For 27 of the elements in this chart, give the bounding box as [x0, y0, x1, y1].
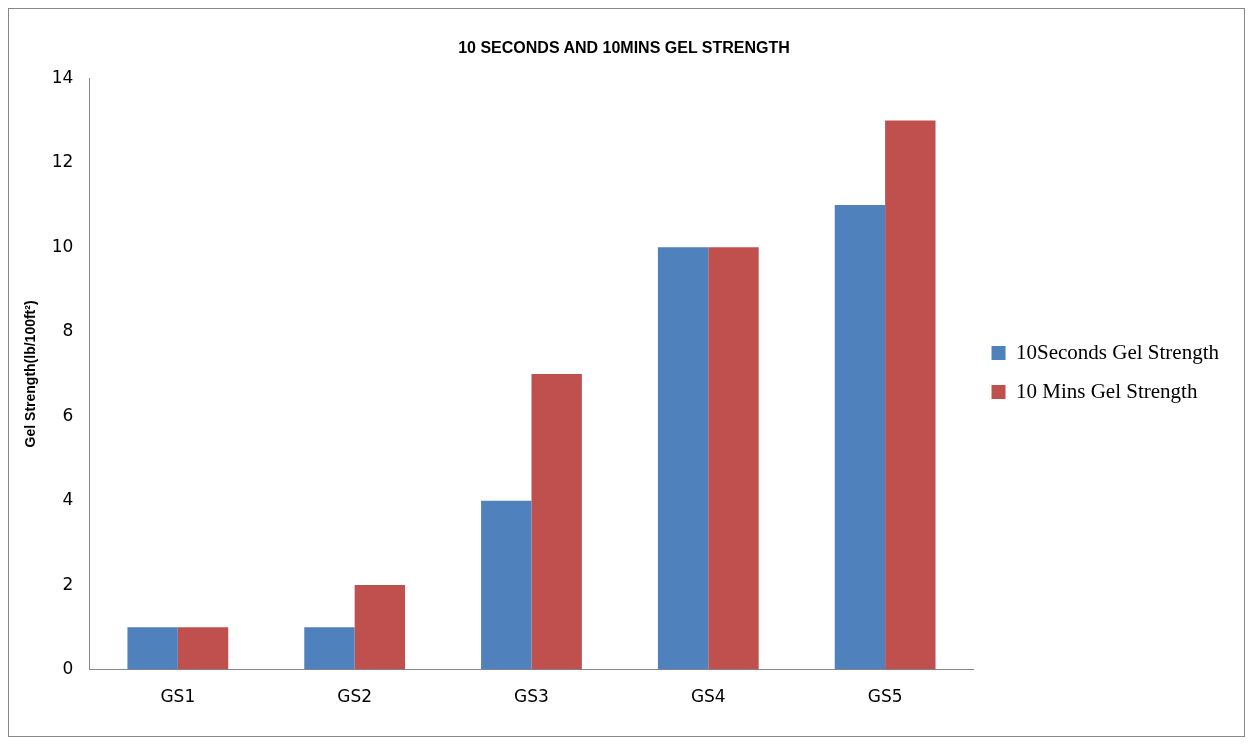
bar — [531, 373, 582, 670]
x-tick-label: GS1 — [160, 686, 196, 707]
x-tick-label: GS4 — [690, 686, 726, 707]
legend-label: 10 Mins Gel Strength — [1016, 378, 1198, 403]
y-tick-label: 12 — [51, 151, 74, 172]
x-tick-label: GS3 — [514, 686, 549, 707]
bar — [304, 627, 355, 670]
y-tick-label: 6 — [62, 404, 74, 425]
legend-label: 10Seconds Gel Strength — [1016, 339, 1220, 364]
bar — [885, 120, 936, 670]
bar — [354, 585, 406, 670]
bar — [481, 500, 532, 670]
y-tick-label: 8 — [62, 320, 74, 341]
bar — [127, 627, 178, 670]
y-axis-title: Gel Strength(lb/100ft²) — [22, 300, 39, 448]
y-tick-label: 4 — [62, 489, 74, 510]
bar — [708, 247, 759, 670]
y-tick-label: 14 — [51, 66, 74, 87]
bar — [834, 204, 886, 670]
bar — [177, 627, 229, 670]
chart-title: 10 SECONDS AND 10MINS GEL STRENGTH — [458, 39, 790, 57]
y-tick-label: 10 — [51, 235, 74, 256]
y-tick-label: 0 — [62, 658, 74, 679]
y-tick-label: 2 — [62, 573, 74, 594]
x-tick-label: GS5 — [867, 686, 903, 707]
bar — [657, 247, 709, 670]
x-tick-label: GS2 — [337, 686, 373, 707]
